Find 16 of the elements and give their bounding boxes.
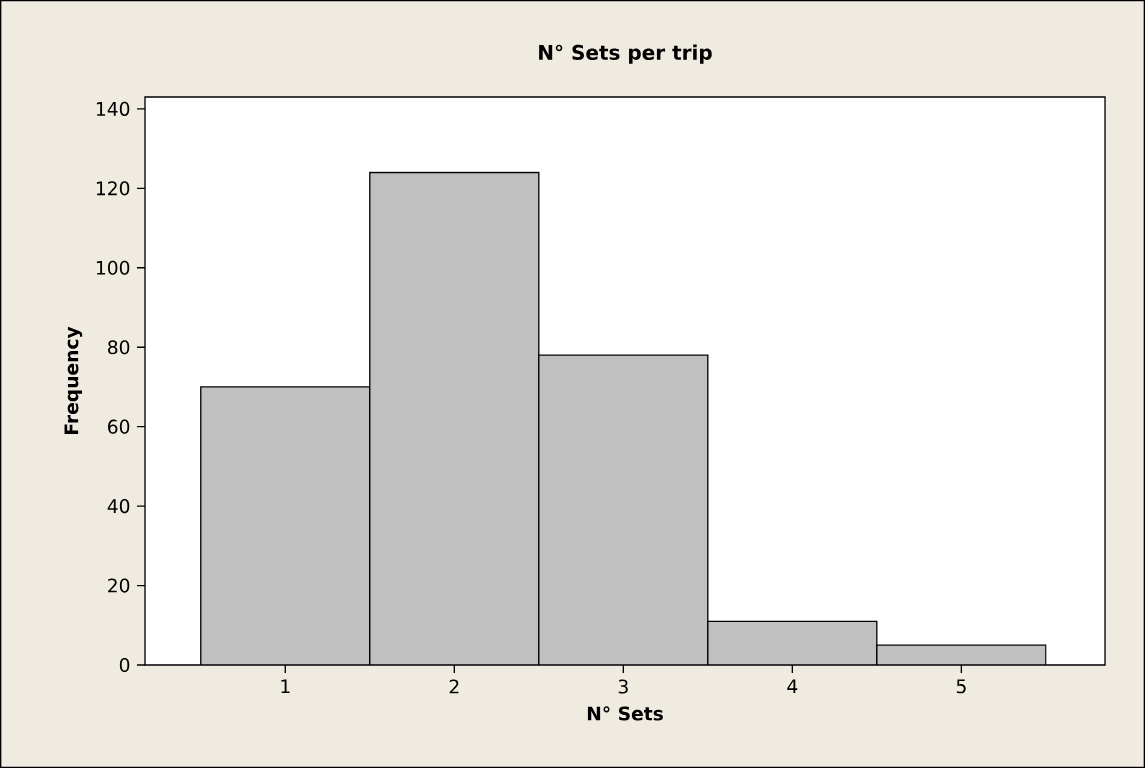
y-tick-label: 100 [96, 260, 130, 275]
y-tick-label: 40 [107, 499, 130, 514]
y-tick-label: 0 [119, 657, 130, 673]
y-axis-title: Frequency [64, 326, 83, 434]
y-tick-label: 80 [108, 340, 130, 355]
y-tick-label: 120 [96, 181, 130, 196]
x-tick-label: 3 [618, 679, 628, 694]
y-tick-label: 60 [108, 419, 130, 434]
x-tick-label: 4 [787, 679, 798, 694]
x-tick-label: 5 [956, 679, 966, 694]
x-tick-label: 2 [449, 679, 459, 694]
chart-title: N° Sets per trip [539, 44, 712, 64]
y-tick-label: 140 [96, 101, 130, 116]
x-axis-title: N° Sets [587, 706, 663, 721]
x-tick-label: 1 [281, 679, 290, 694]
y-tick-label: 20 [108, 578, 130, 593]
